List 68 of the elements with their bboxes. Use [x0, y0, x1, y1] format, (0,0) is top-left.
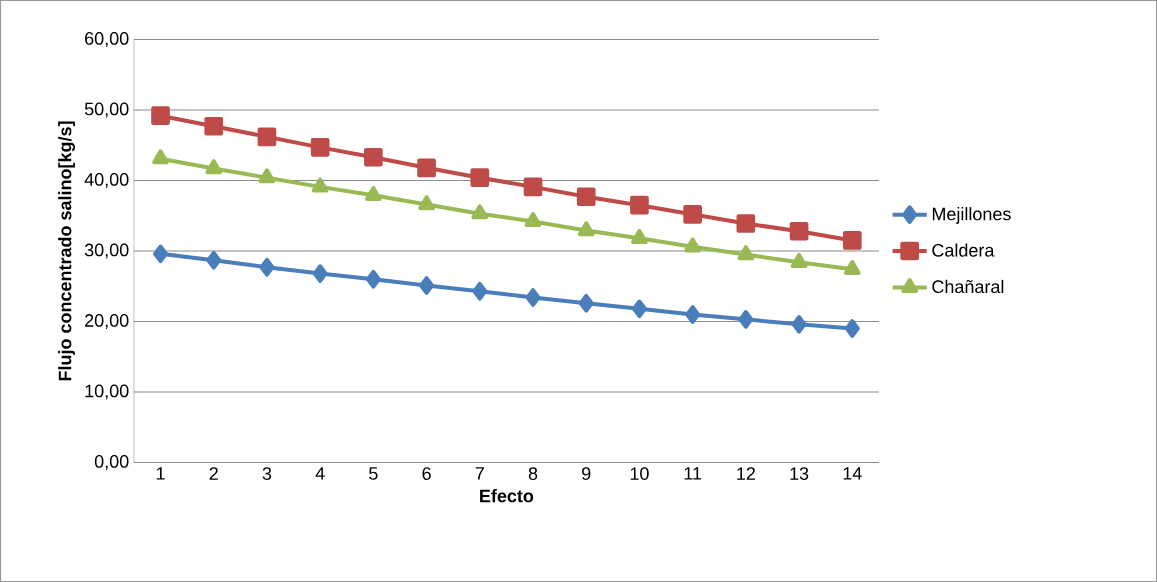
y-tick-label: 30,00: [84, 243, 129, 259]
point: [417, 158, 436, 178]
point: [736, 214, 756, 233]
x-tick-label: 3: [262, 467, 272, 480]
point: [578, 293, 594, 313]
point: [153, 244, 169, 264]
point: [684, 237, 701, 253]
y-tick-label: 20,00: [85, 314, 129, 329]
point: [310, 138, 330, 157]
point: [685, 305, 701, 324]
point: [259, 257, 275, 277]
point: [524, 212, 542, 228]
y-tick-label: 50,00: [84, 102, 129, 118]
legend-label: Chañaral: [932, 279, 1004, 294]
y-tick-label: 40,00: [84, 173, 129, 188]
x-tick-label: 13: [790, 467, 809, 480]
point: [311, 177, 329, 193]
point: [842, 231, 862, 250]
x-tick-label: 7: [475, 467, 484, 480]
point: [470, 168, 490, 188]
point: [844, 319, 860, 338]
point: [843, 260, 861, 275]
point: [258, 168, 276, 184]
x-tick-label: 1: [156, 467, 165, 480]
point: [204, 116, 224, 136]
point: [471, 204, 489, 220]
point: [418, 195, 435, 211]
y-tick-label: 10,00: [85, 384, 129, 400]
point: [365, 269, 381, 289]
point: [738, 310, 754, 329]
point: [737, 245, 755, 261]
y-tick-label: 60,00: [85, 32, 129, 47]
y-tick-label: 0,00: [94, 455, 129, 470]
point: [631, 228, 648, 244]
x-tick-label: 5: [369, 467, 378, 480]
x-tick-label: 8: [528, 467, 538, 480]
point: [630, 195, 649, 215]
x-tick-label: 2: [209, 467, 218, 480]
x-tick-label: 4: [315, 467, 325, 480]
point: [364, 147, 383, 167]
point: [576, 187, 596, 207]
y-axis-title: Flujo concentrado salino[kg/s]: [58, 121, 76, 381]
legend-label: Mejillones: [932, 207, 1011, 224]
x-axis-title: Efecto: [480, 489, 534, 503]
point: [683, 205, 702, 224]
point: [472, 281, 488, 301]
x-tick-label: 14: [843, 467, 862, 480]
point: [790, 252, 808, 268]
x-tick-label: 12: [737, 467, 755, 480]
point: [206, 250, 222, 270]
point: [152, 149, 169, 165]
point: [789, 221, 809, 241]
point: [577, 221, 595, 237]
x-tick-label: 10: [630, 467, 649, 480]
point: [631, 299, 647, 319]
point: [419, 276, 435, 295]
point: [257, 127, 277, 147]
x-tick-label: 11: [684, 467, 702, 480]
point: [365, 185, 382, 201]
legend-label: Caldera: [932, 243, 995, 257]
point: [151, 106, 170, 125]
point: [523, 177, 543, 197]
point: [791, 314, 807, 334]
x-tick-label: 9: [582, 467, 591, 480]
x-tick-label: 6: [422, 467, 431, 480]
point: [312, 264, 328, 283]
point: [525, 288, 541, 307]
point: [205, 159, 223, 175]
